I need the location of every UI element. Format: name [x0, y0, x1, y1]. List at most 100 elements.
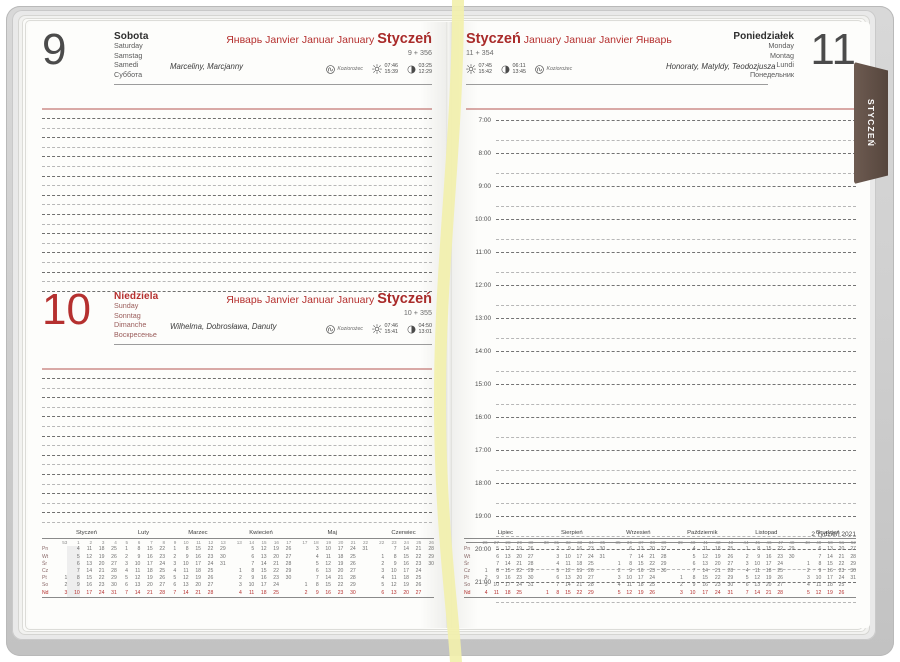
- mini-calendar-day-cell[interactable]: 11: [391, 575, 397, 582]
- mini-calendar-day-cell[interactable]: 19: [273, 546, 279, 553]
- mini-calendar-day-cell[interactable]: 16: [403, 560, 409, 567]
- half-hour-row[interactable]: [466, 337, 856, 339]
- mini-calendar-day-cell[interactable]: 27: [777, 582, 783, 589]
- mini-calendar-day-cell[interactable]: 19: [821, 589, 833, 598]
- mini-calendar-day-cell[interactable]: 16: [318, 589, 332, 598]
- mini-calendar-day-cell[interactable]: 7: [556, 582, 560, 589]
- writing-line[interactable]: [42, 281, 432, 283]
- writing-line[interactable]: [42, 242, 432, 244]
- mini-calendar-day-cell[interactable]: 10: [815, 575, 822, 582]
- mini-calendar-day-cell[interactable]: 25: [207, 568, 214, 575]
- mini-calendar-day-cell[interactable]: 19: [632, 589, 644, 598]
- mini-calendar-day-cell[interactable]: 13: [702, 560, 708, 567]
- mini-calendar-day-cell[interactable]: 3: [745, 560, 749, 567]
- mini-calendar-day-cell[interactable]: 20: [649, 546, 656, 553]
- mini-calendar-day-cell[interactable]: 14: [637, 553, 644, 560]
- mini-calendar-day-cell[interactable]: 11: [702, 546, 708, 553]
- mini-calendar-day-cell[interactable]: 21: [649, 553, 656, 560]
- writing-line[interactable]: [42, 146, 432, 148]
- mini-calendar-day-cell[interactable]: 24: [588, 553, 594, 560]
- mini-calendar-day-cell[interactable]: 16: [827, 568, 833, 575]
- mini-calendar-day-cell[interactable]: [231, 546, 242, 553]
- mini-calendar-day-cell[interactable]: 14: [260, 560, 267, 567]
- mini-calendar-day-cell[interactable]: 9: [629, 568, 633, 575]
- mini-calendar-day-cell[interactable]: 31: [362, 546, 369, 553]
- mini-calendar-day-cell[interactable]: 6: [67, 560, 80, 569]
- mini-calendar-day-cell[interactable]: 6: [173, 582, 177, 589]
- half-hour-row[interactable]: [466, 304, 856, 306]
- mini-calendar-day-cell[interactable]: 27: [850, 546, 856, 553]
- writing-lines-10[interactable]: [42, 378, 432, 532]
- half-hour-line[interactable]: [496, 238, 856, 240]
- mini-calendar-day-cell[interactable]: 7: [315, 575, 319, 582]
- half-hour-row[interactable]: [466, 403, 856, 405]
- mini-calendar-day-cell[interactable]: 11: [816, 582, 822, 589]
- mini-calendar-day-cell[interactable]: 5: [67, 553, 80, 561]
- mini-calendar-day-cell[interactable]: [477, 561, 487, 568]
- mini-calendar-day-cell[interactable]: 9: [757, 553, 761, 560]
- mini-calendar-day-cell[interactable]: 26: [111, 553, 117, 560]
- mini-calendar-day-cell[interactable]: 7: [67, 568, 80, 576]
- half-hour-row[interactable]: [466, 238, 856, 240]
- mini-calendar-day-cell[interactable]: 24: [649, 575, 656, 582]
- mini-calendar-day-cell[interactable]: 19: [576, 568, 583, 575]
- mini-calendar-day-cell[interactable]: 12: [86, 553, 93, 560]
- hour-row[interactable]: 11:00: [466, 249, 856, 259]
- mini-calendar-day-cell[interactable]: 20: [576, 575, 583, 582]
- mini-calendar-day-cell[interactable]: 30: [527, 575, 534, 582]
- mini-calendar-day-cell[interactable]: 18: [147, 568, 153, 575]
- mini-calendar-day-cell[interactable]: 22: [714, 575, 721, 582]
- mini-calendar-day-cell[interactable]: 14: [504, 560, 511, 567]
- mini-calendar-day-cell[interactable]: 8: [315, 582, 319, 589]
- writing-line[interactable]: [42, 165, 432, 167]
- mini-calendar-day-cell[interactable]: 2: [556, 546, 560, 553]
- mini-calendar-day-cell[interactable]: 24: [92, 589, 105, 598]
- mini-calendar-day-cell[interactable]: [610, 546, 620, 553]
- mini-calendar-day-cell[interactable]: 16: [195, 553, 201, 560]
- mini-calendar-day-cell[interactable]: 8: [496, 568, 500, 575]
- mini-calendar-day-cell[interactable]: 24: [838, 575, 845, 582]
- writing-line[interactable]: [42, 502, 432, 504]
- mini-calendar-day-cell[interactable]: 21: [140, 589, 153, 598]
- mini-calendar-day-cell[interactable]: 12: [134, 575, 141, 582]
- hour-row[interactable]: 8:00: [466, 150, 856, 160]
- hour-row[interactable]: 12:00: [466, 282, 856, 292]
- mini-calendar-day-cell[interactable]: [356, 575, 368, 582]
- mini-calendar-day-cell[interactable]: 21: [415, 546, 422, 553]
- mini-calendar-day-cell[interactable]: 7: [251, 560, 255, 567]
- mini-calendar-day-cell[interactable]: 6: [315, 568, 319, 575]
- mini-calendar-day-cell[interactable]: 19: [337, 560, 344, 567]
- mini-calendar-month-title[interactable]: Marzec: [188, 530, 208, 536]
- mini-calendar-day-cell[interactable]: 4: [745, 568, 749, 575]
- mini-calendar-day-cell[interactable]: 28: [200, 589, 214, 598]
- mini-calendar-day-cell[interactable]: 24: [350, 546, 356, 553]
- mini-calendar-day-cell[interactable]: 11: [183, 568, 189, 575]
- mini-calendar-day-cell[interactable]: 23: [415, 560, 422, 567]
- mini-calendar-day-cell[interactable]: 21: [337, 575, 344, 582]
- half-hour-line[interactable]: [496, 304, 856, 306]
- mini-calendar-day-cell[interactable]: 16: [504, 575, 511, 582]
- mini-calendar-day-cell[interactable]: 15: [260, 568, 267, 575]
- mini-calendar-day-cell[interactable]: 1: [125, 546, 128, 553]
- mini-calendar-day-cell[interactable]: 9: [67, 582, 80, 590]
- mini-calendar-day-cell[interactable]: 14: [128, 589, 141, 598]
- mini-calendar-day-cell[interactable]: 9: [137, 553, 141, 560]
- mini-calendar-left[interactable]: Styczeń Luty Marzec Kwiecień Maj Czerwiec 53 1 2…: [42, 530, 434, 598]
- mini-calendar-day-cell[interactable]: 9: [818, 568, 822, 575]
- mini-calendar-day-cell[interactable]: 28: [152, 589, 166, 598]
- mini-calendar-day-cell[interactable]: 6: [818, 546, 822, 553]
- mini-calendar-day-cell[interactable]: [799, 554, 809, 561]
- mini-calendar-day-cell[interactable]: [296, 568, 307, 575]
- mini-calendar-day-cell[interactable]: 17: [695, 589, 708, 598]
- mini-calendar-month-title[interactable]: Wrzesień: [626, 530, 651, 536]
- mini-calendar-day-cell[interactable]: 27: [527, 553, 534, 560]
- mini-calendar-day-cell[interactable]: 3: [381, 568, 385, 575]
- mini-calendar-day-cell[interactable]: 21: [188, 589, 201, 598]
- mini-calendar-day-cell[interactable]: [213, 575, 225, 582]
- mini-calendar-day-cell[interactable]: 25: [350, 553, 356, 560]
- mini-calendar-day-cell[interactable]: 22: [838, 560, 845, 567]
- writing-line[interactable]: [42, 387, 432, 389]
- hour-line[interactable]: [496, 450, 856, 451]
- mini-calendar-day-cell[interactable]: 20: [195, 582, 201, 589]
- mini-calendar-day-cell[interactable]: 4: [556, 560, 560, 567]
